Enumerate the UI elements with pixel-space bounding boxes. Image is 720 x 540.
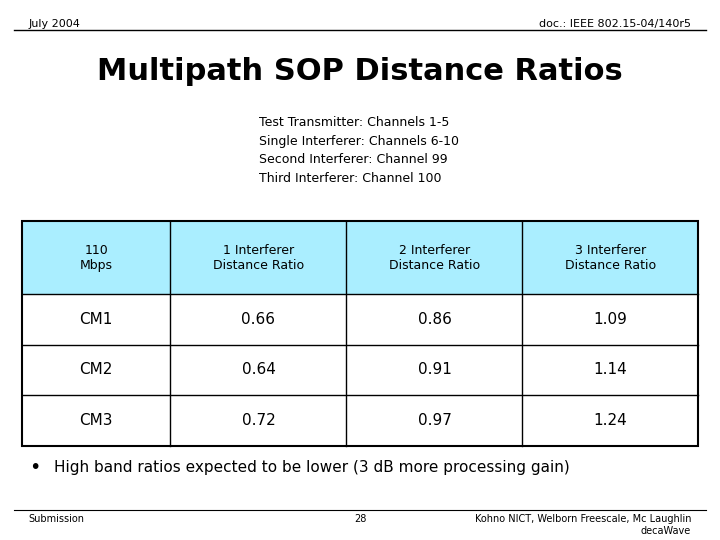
Text: CM2: CM2 bbox=[79, 362, 113, 377]
Text: 1 Interferer
Distance Ratio: 1 Interferer Distance Ratio bbox=[213, 244, 304, 272]
Text: Multipath SOP Distance Ratios: Multipath SOP Distance Ratios bbox=[97, 57, 623, 86]
Text: July 2004: July 2004 bbox=[29, 19, 81, 29]
Text: Test Transmitter: Channels 1-5
Single Interferer: Channels 6-10
Second Interfere: Test Transmitter: Channels 1-5 Single In… bbox=[259, 116, 459, 185]
Text: 0.97: 0.97 bbox=[418, 413, 451, 428]
Text: High band ratios expected to be lower (3 dB more processing gain): High band ratios expected to be lower (3… bbox=[54, 460, 570, 475]
Text: 0.86: 0.86 bbox=[418, 312, 451, 327]
Text: 1.09: 1.09 bbox=[593, 312, 627, 327]
Text: 1.14: 1.14 bbox=[593, 362, 627, 377]
Bar bbox=[22, 395, 698, 445]
Bar bbox=[22, 294, 698, 345]
Text: CM3: CM3 bbox=[79, 413, 113, 428]
Text: 3 Interferer
Distance Ratio: 3 Interferer Distance Ratio bbox=[565, 244, 656, 272]
Text: Submission: Submission bbox=[29, 514, 85, 524]
Text: •: • bbox=[29, 457, 40, 477]
Text: 0.66: 0.66 bbox=[241, 312, 276, 327]
Bar bbox=[22, 345, 698, 395]
Bar bbox=[22, 221, 698, 446]
Text: 0.91: 0.91 bbox=[418, 362, 451, 377]
Text: 28: 28 bbox=[354, 514, 366, 524]
Bar bbox=[22, 221, 698, 294]
Text: 0.64: 0.64 bbox=[241, 362, 276, 377]
Text: 110
Mbps: 110 Mbps bbox=[79, 244, 112, 272]
Text: 0.72: 0.72 bbox=[242, 413, 275, 428]
Text: 2 Interferer
Distance Ratio: 2 Interferer Distance Ratio bbox=[389, 244, 480, 272]
Text: 1.24: 1.24 bbox=[593, 413, 627, 428]
Text: doc.: IEEE 802.15-04/140r5: doc.: IEEE 802.15-04/140r5 bbox=[539, 19, 691, 29]
Text: Kohno NICT, Welborn Freescale, Mc Laughlin
decaWave: Kohno NICT, Welborn Freescale, Mc Laughl… bbox=[474, 514, 691, 536]
Text: CM1: CM1 bbox=[79, 312, 113, 327]
